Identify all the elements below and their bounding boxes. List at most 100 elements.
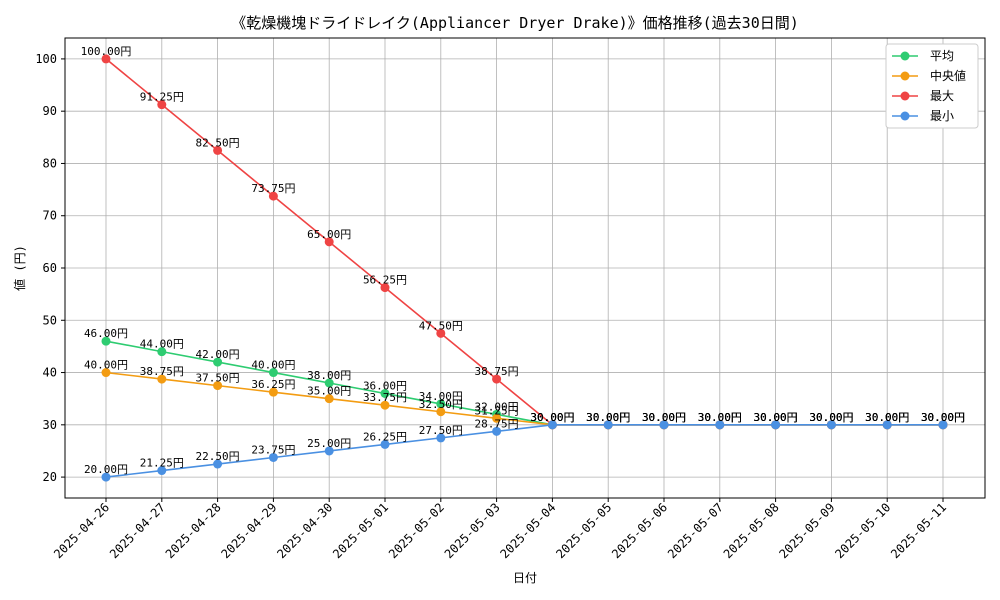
x-tick-label: 2025-04-29 (219, 500, 280, 561)
data-point (380, 400, 390, 410)
data-label: 30.00円 (754, 411, 798, 424)
data-label: 30.00円 (642, 411, 686, 424)
data-label: 38.75円 (140, 365, 184, 378)
data-label: 35.00円 (307, 385, 351, 398)
data-point (213, 381, 223, 391)
data-label: 30.00円 (865, 411, 909, 424)
data-point (492, 374, 502, 384)
data-label: 30.00円 (921, 411, 965, 424)
x-tick-label: 2025-05-10 (832, 500, 893, 561)
data-point (492, 426, 502, 436)
data-point (157, 466, 167, 476)
x-tick-label: 2025-05-07 (665, 500, 726, 561)
data-point (213, 145, 223, 155)
data-label: 28.75円 (475, 417, 519, 430)
data-point (101, 54, 111, 64)
data-point (882, 420, 892, 430)
grid-lines (65, 38, 985, 498)
data-label: 36.25円 (251, 378, 295, 391)
data-label: 34.00円 (419, 390, 463, 403)
data-label: 30.00円 (754, 411, 798, 424)
data-point (157, 100, 167, 110)
data-point (380, 388, 390, 398)
data-point (547, 420, 557, 430)
data-point (324, 237, 334, 247)
data-label: 32.50円 (419, 398, 463, 411)
data-point (826, 420, 836, 430)
data-label: 30.00円 (921, 411, 965, 424)
data-label: 25.00円 (307, 437, 351, 450)
x-tick-label: 2025-05-09 (777, 500, 838, 561)
legend-swatch-marker (900, 71, 910, 81)
data-label: 30.00円 (530, 411, 574, 424)
y-tick-label: 50 (43, 313, 57, 327)
data-labels: 46.00円 44.00円 42.00円 40.00円 38.00円 36.00円 34.0… (81, 45, 965, 476)
y-tick-label: 40 (43, 366, 57, 380)
data-label: 30.00円 (586, 411, 630, 424)
data-label: 20.00円 (84, 463, 128, 476)
data-label: 40.00円 (251, 359, 295, 372)
data-label: 91.25円 (140, 91, 184, 104)
x-tick-label: 2025-04-30 (274, 500, 335, 561)
legend-label: 最小 (930, 109, 954, 123)
y-axis-label: 値 (円) (12, 245, 27, 291)
legend-label: 平均 (930, 49, 954, 63)
data-point (380, 283, 390, 293)
data-point (268, 368, 278, 378)
x-tick-label: 2025-05-05 (553, 500, 614, 561)
data-label: 23.75円 (251, 443, 295, 456)
data-label: 44.00円 (140, 338, 184, 351)
data-point (380, 439, 390, 449)
data-point (101, 472, 111, 482)
x-tick-label: 2025-04-27 (107, 500, 168, 561)
data-label: 30.00円 (865, 411, 909, 424)
data-point (268, 191, 278, 201)
data-label: 30.00円 (586, 411, 630, 424)
x-tick-label: 2025-04-26 (51, 500, 112, 561)
data-label: 38.00円 (307, 369, 351, 382)
data-label: 100.00円 (81, 45, 132, 58)
data-label: 22.50円 (196, 450, 240, 463)
data-point (157, 347, 167, 357)
data-point (101, 336, 111, 346)
data-label: 30.00円 (865, 411, 909, 424)
data-point (436, 399, 446, 409)
data-label: 30.00円 (754, 411, 798, 424)
data-point (659, 420, 669, 430)
data-point (436, 433, 446, 443)
data-label: 56.25円 (363, 274, 407, 287)
data-label: 30.00円 (698, 411, 742, 424)
data-label: 30.00円 (642, 411, 686, 424)
data-label: 65.00円 (307, 228, 351, 241)
data-label: 26.25円 (363, 430, 407, 443)
data-point (436, 328, 446, 338)
legend-swatch-marker (900, 51, 910, 61)
data-label: 30.00円 (809, 411, 853, 424)
x-tick-label: 2025-05-06 (609, 500, 670, 561)
data-point (157, 374, 167, 384)
series-lines (101, 54, 948, 482)
data-label: 30.00円 (754, 411, 798, 424)
y-tick-label: 100 (35, 52, 57, 66)
legend-label: 最大 (930, 89, 954, 103)
data-label: 30.00円 (642, 411, 686, 424)
x-tick-label: 2025-04-28 (163, 500, 224, 561)
data-label: 30.00円 (698, 411, 742, 424)
data-label: 30.00円 (530, 411, 574, 424)
y-tick-label: 30 (43, 418, 57, 432)
data-label: 30.00円 (530, 411, 574, 424)
data-label: 73.75円 (251, 182, 295, 195)
data-label: 32.00円 (475, 400, 519, 413)
series-line (105, 58, 943, 426)
legend-swatch-marker (900, 111, 910, 121)
data-point (213, 459, 223, 469)
data-point (771, 420, 781, 430)
legend-swatch-marker (900, 91, 910, 101)
data-label: 30.00円 (642, 411, 686, 424)
data-label: 30.00円 (530, 411, 574, 424)
data-point (436, 407, 446, 417)
x-tick-label: 2025-05-01 (330, 500, 391, 561)
data-label: 40.00円 (84, 359, 128, 372)
